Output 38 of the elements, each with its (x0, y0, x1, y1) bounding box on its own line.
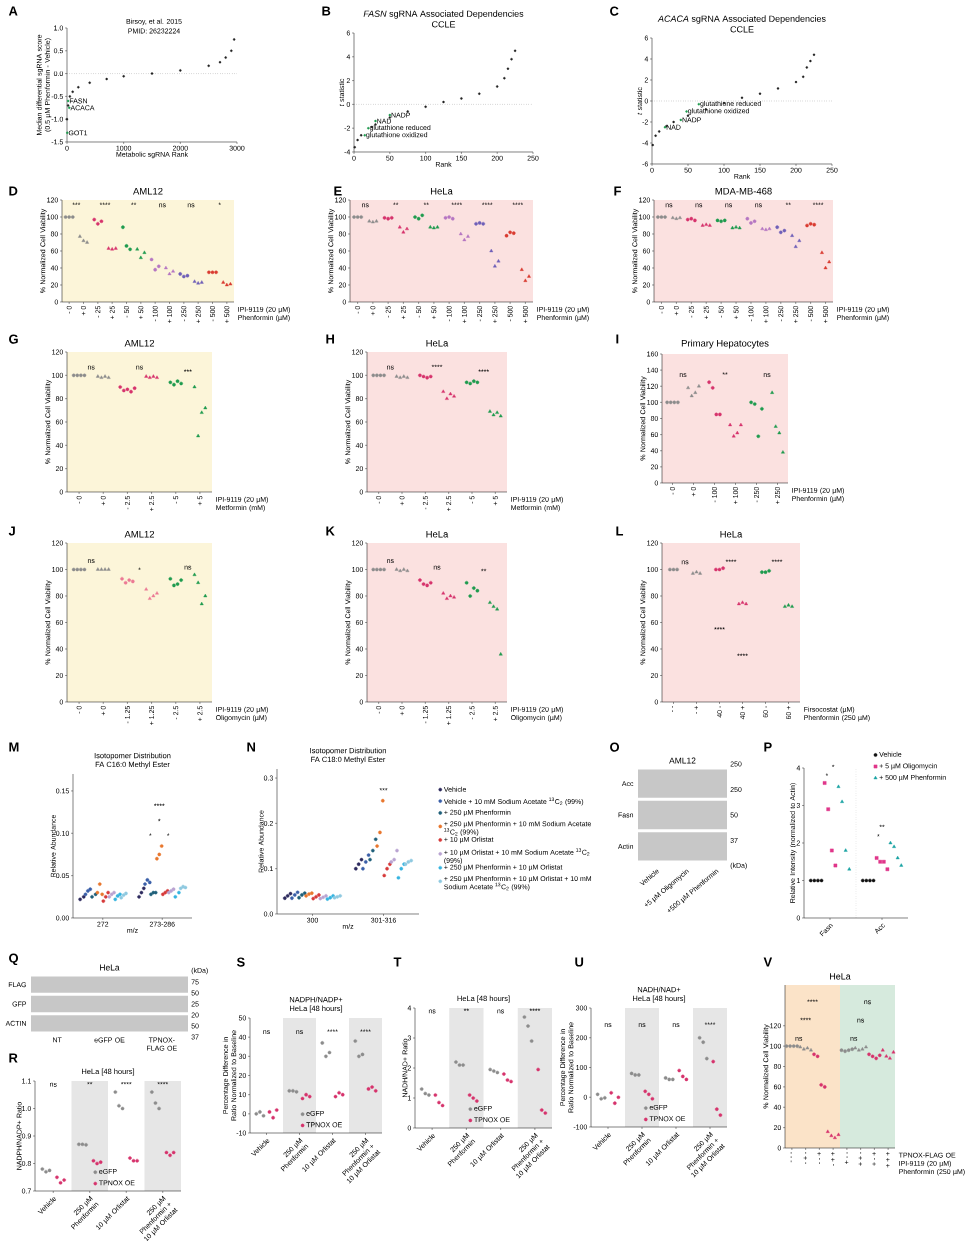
chart-subtitle: CCLE (432, 21, 456, 28)
text: E (334, 186, 342, 196)
chart-title: AML12 (124, 339, 155, 347)
text: O (610, 742, 620, 752)
text: I (616, 334, 619, 344)
chart-title: HeLa (430, 187, 453, 195)
chart-title: HeLa (426, 339, 449, 347)
text: S (236, 957, 245, 967)
text: U (575, 957, 584, 967)
text: J (8, 526, 15, 536)
chart-title: AML12 (133, 187, 163, 195)
text: R (9, 1053, 18, 1063)
text: C (610, 6, 619, 16)
chart-title: HeLa (830, 973, 851, 980)
text: V (763, 957, 773, 967)
chart-title: FASN sgRNA Associated Dependencies (363, 10, 524, 19)
text: H (326, 334, 335, 344)
text: D (9, 186, 18, 196)
text: P (764, 742, 772, 752)
chart-title: HeLa (720, 530, 743, 538)
chart-title: HeLa (426, 530, 449, 538)
chart-title: MDA-MB-468 (715, 187, 772, 195)
text: G (9, 334, 18, 344)
text: Q (9, 953, 19, 966)
text: A (8, 6, 18, 16)
text: N (247, 742, 256, 752)
chart-title: AML12 (124, 530, 155, 538)
text: F (614, 186, 621, 196)
text: M (9, 742, 19, 752)
text: B (322, 6, 331, 16)
chart-subtitle: CCLE (730, 26, 754, 33)
text: L (616, 526, 624, 536)
chart-title: ACACA sgRNA Associated Dependencies (657, 15, 826, 24)
text: AML12 (669, 757, 696, 764)
text: K (326, 526, 335, 536)
text: T (393, 957, 402, 967)
text: HeLa (100, 964, 120, 971)
chart-title: Primary Hepatocytes (681, 339, 769, 349)
